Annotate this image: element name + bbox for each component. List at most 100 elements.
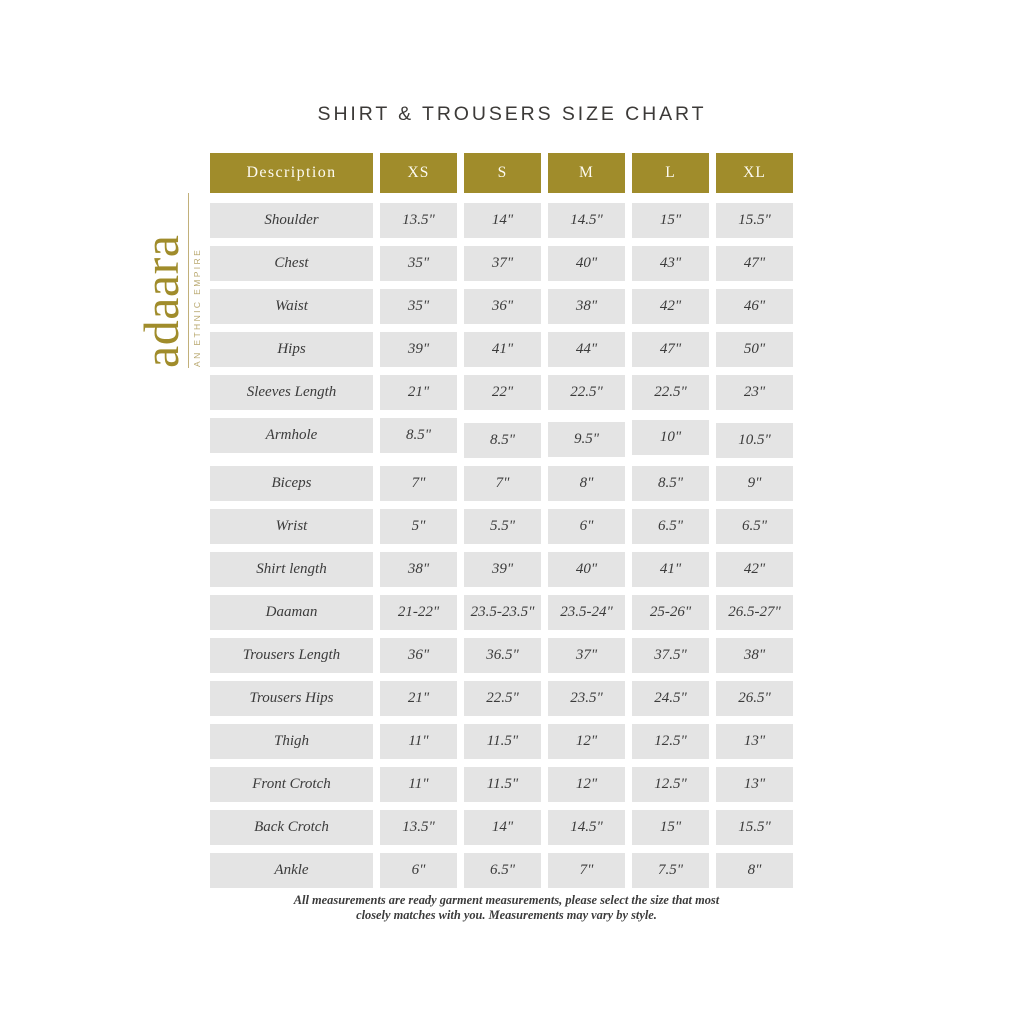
measurement-cell: 25-26"	[632, 595, 709, 630]
measurement-cell: 15.5"	[716, 810, 793, 845]
row-label: Trousers Length	[210, 638, 373, 673]
table-row: Wrist 5" 5.5" 6" 6.5" 6.5"	[210, 509, 803, 544]
measurement-cell: 37.5"	[632, 638, 709, 673]
measurement-cell: 36"	[464, 289, 541, 324]
row-label: Hips	[210, 332, 373, 367]
measurement-cell: 39"	[464, 552, 541, 587]
row-label: Trousers Hips	[210, 681, 373, 716]
measurement-cell: 7"	[548, 853, 625, 888]
size-chart-table: Description XS S M L XL Shoulder 13.5" 14" 14.5" 1…	[210, 153, 803, 896]
column-header-m: M	[548, 153, 625, 193]
measurement-cell: 14"	[464, 810, 541, 845]
measurement-cell: 24.5"	[632, 681, 709, 716]
table-row: Trousers Hips 21" 22.5" 23.5" 24.5" 26.5"	[210, 681, 803, 716]
table-row: Biceps 7" 7" 8" 8.5" 9"	[210, 466, 803, 501]
measurement-cell: 23.5-24"	[548, 595, 625, 630]
measurement-cell: 7"	[464, 466, 541, 501]
measurement-cell: 15"	[632, 203, 709, 238]
measurement-cell: 41"	[464, 332, 541, 367]
measurement-cell: 7.5"	[632, 853, 709, 888]
measurement-cell: 50"	[716, 332, 793, 367]
measurement-cell: 21"	[380, 681, 457, 716]
table-row: Sleeves Length 21" 22" 22.5" 22.5" 23"	[210, 375, 803, 410]
row-label: Wrist	[210, 509, 373, 544]
measurement-cell: 6"	[548, 509, 625, 544]
measurement-cell: 11"	[380, 724, 457, 759]
measurement-cell: 13.5"	[380, 203, 457, 238]
measurement-cell: 37"	[548, 638, 625, 673]
disclaimer-line-1: All measurements are ready garment measu…	[293, 893, 720, 907]
measurement-cell: 26.5-27"	[716, 595, 793, 630]
measurement-cell: 22.5"	[464, 681, 541, 716]
measurement-cell: 11.5"	[464, 724, 541, 759]
table-row: Shirt length 38" 39" 40" 41" 42"	[210, 552, 803, 587]
measurement-cell: 35"	[380, 246, 457, 281]
table-row: Ankle 6" 6.5" 7" 7.5" 8"	[210, 853, 803, 888]
row-label: Sleeves Length	[210, 375, 373, 410]
measurement-cell: 9"	[716, 466, 793, 501]
row-label: Armhole	[210, 418, 373, 453]
measurement-cell: 8.5"	[380, 418, 457, 453]
column-header-description: Description	[210, 153, 373, 193]
measurement-cell: 23"	[716, 375, 793, 410]
disclaimer-line-2: closely matches with you. Measurements m…	[356, 908, 657, 923]
row-label: Biceps	[210, 466, 373, 501]
measurement-cell: 23.5-23.5"	[464, 595, 541, 630]
measurement-cell: 7"	[380, 466, 457, 501]
measurement-cell: 41"	[632, 552, 709, 587]
measurement-cell: 43"	[632, 246, 709, 281]
column-header-l: L	[632, 153, 709, 193]
column-header-xs: XS	[380, 153, 457, 193]
measurement-cell: 38"	[716, 638, 793, 673]
measurement-cell: 15"	[632, 810, 709, 845]
measurement-cell: 10.5"	[716, 423, 793, 458]
row-label: Ankle	[210, 853, 373, 888]
table-row: Hips 39" 41" 44" 47" 50"	[210, 332, 803, 367]
measurement-cell: 6.5"	[464, 853, 541, 888]
row-label: Daaman	[210, 595, 373, 630]
measurement-cell: 8.5"	[632, 466, 709, 501]
measurement-cell: 6.5"	[716, 509, 793, 544]
measurement-cell: 13.5"	[380, 810, 457, 845]
measurement-cell: 5"	[380, 509, 457, 544]
measurement-cell: 39"	[380, 332, 457, 367]
measurement-cell: 36.5"	[464, 638, 541, 673]
table-row: Trousers Length 36" 36.5" 37" 37.5" 38"	[210, 638, 803, 673]
table-row: Waist 35" 36" 38" 42" 46"	[210, 289, 803, 324]
table-row: Thigh 11" 11.5" 12" 12.5" 13"	[210, 724, 803, 759]
table-row: Chest 35" 37" 40" 43" 47"	[210, 246, 803, 281]
measurement-cell: 22.5"	[632, 375, 709, 410]
measurement-cell: 14.5"	[548, 810, 625, 845]
table-row: Armhole 8.5" 8.5" 9.5" 10" 10.5"	[210, 418, 803, 458]
measurement-cell: 21-22"	[380, 595, 457, 630]
row-label: Waist	[210, 289, 373, 324]
measurement-cell: 40"	[548, 246, 625, 281]
brand-logo: adaara AN ETHNIC EMPIRE	[128, 180, 212, 370]
brand-wordmark: adaara	[132, 234, 189, 368]
measurement-cell: 12.5"	[632, 724, 709, 759]
measurement-cell: 12"	[548, 767, 625, 802]
brand-divider	[188, 193, 190, 368]
table-row: Daaman 21-22" 23.5-23.5" 23.5-24" 25-26" 26.5…	[210, 595, 803, 630]
measurement-cell: 21"	[380, 375, 457, 410]
measurement-cell: 47"	[716, 246, 793, 281]
column-header-s: S	[464, 153, 541, 193]
measurement-cell: 22"	[464, 375, 541, 410]
measurement-cell: 13"	[716, 724, 793, 759]
measurement-cell: 5.5"	[464, 509, 541, 544]
measurement-cell: 11"	[380, 767, 457, 802]
measurement-cell: 14"	[464, 203, 541, 238]
measurement-cell: 38"	[380, 552, 457, 587]
measurement-cell: 13"	[716, 767, 793, 802]
measurement-cell: 8.5"	[464, 423, 541, 458]
row-label: Back Crotch	[210, 810, 373, 845]
measurement-cell: 12"	[548, 724, 625, 759]
measurement-cell: 15.5"	[716, 203, 793, 238]
measurement-cell: 12.5"	[632, 767, 709, 802]
measurement-cell: 46"	[716, 289, 793, 324]
column-header-xl: XL	[716, 153, 793, 193]
measurement-cell: 36"	[380, 638, 457, 673]
table-row: Front Crotch 11" 11.5" 12" 12.5" 13"	[210, 767, 803, 802]
measurement-cell: 6.5"	[632, 509, 709, 544]
